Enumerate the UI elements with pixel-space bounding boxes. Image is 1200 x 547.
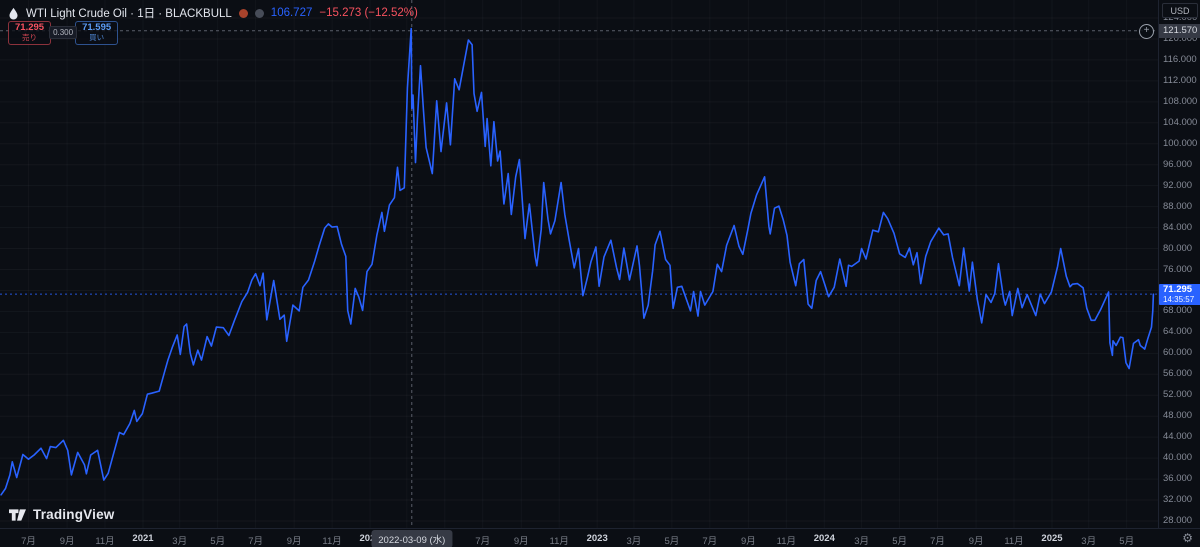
last-price-tag: 71.295 14:35:57 xyxy=(1159,284,1200,306)
price-tick-label: 80.000 xyxy=(1163,242,1193,254)
time-tick-label: 7月 xyxy=(248,536,263,547)
time-tick-label: 9月 xyxy=(286,536,302,547)
time-tick-label: 11月 xyxy=(549,536,569,547)
price-tick-label: 68.000 xyxy=(1163,305,1193,317)
time-tick-label: 2025 xyxy=(1041,533,1063,544)
time-tick-label: 11月 xyxy=(95,536,115,547)
time-tick-label: 7月 xyxy=(930,536,945,547)
time-tick-label: 9月 xyxy=(59,536,75,547)
time-tick-label: 9月 xyxy=(513,536,529,547)
time-tick-label: 2024 xyxy=(813,533,835,544)
time-tick-label: 2023 xyxy=(586,533,608,544)
price-tick-label: 88.000 xyxy=(1163,200,1193,212)
price-tick-label: 52.000 xyxy=(1163,389,1193,401)
countdown-timer: 14:35:57 xyxy=(1163,295,1195,305)
price-tick-label: 108.000 xyxy=(1163,95,1198,107)
price-tick-label: 92.000 xyxy=(1163,179,1193,191)
time-tick-label: 2021 xyxy=(132,533,154,544)
time-tick-label: 2022 xyxy=(359,533,381,544)
time-tick-label: 11月 xyxy=(776,536,796,547)
price-tick-label: 32.000 xyxy=(1163,494,1193,506)
buy-price: 71.595 xyxy=(82,22,112,33)
time-tick-label: 11月 xyxy=(322,536,342,547)
crosshair-date-label: 2022-03-09 (水) xyxy=(371,530,453,547)
crosshair-price-label: 121.570 xyxy=(1159,23,1200,38)
tradingview-logo-mark-icon xyxy=(9,508,26,521)
price-tick-label: 112.000 xyxy=(1163,74,1197,86)
tradingview-logo-text: TradingView xyxy=(33,507,115,522)
order-panel: 71.295 売り 0.300 71.595 買い xyxy=(8,21,119,45)
time-tick-label: 9月 xyxy=(968,536,984,547)
time-tick-label: 7月 xyxy=(21,536,36,547)
price-axis[interactable]: USD 124.000120.000116.000112.000108.0001… xyxy=(1158,0,1200,528)
time-tick-label: 5月 xyxy=(210,536,226,547)
price-series-canvas xyxy=(0,0,1158,528)
price-line-series xyxy=(0,27,1155,496)
delayed-data-badge[interactable] xyxy=(238,8,248,18)
price-tick-label: 40.000 xyxy=(1163,452,1193,464)
currency-button[interactable]: USD xyxy=(1162,3,1198,18)
time-axis[interactable]: 7月 9月 11月 2021 3月 5月 7月 9月 11月 2022 3月 5月 7月 9月 11月 202… xyxy=(0,528,1200,547)
sell-price: 71.295 xyxy=(15,22,45,33)
market-status-badge xyxy=(254,8,264,18)
last-price-value: 71.295 xyxy=(1163,284,1193,296)
oil-droplet-icon xyxy=(8,7,19,20)
sell-label: 売り xyxy=(22,32,38,42)
buy-button[interactable]: 71.595 買い xyxy=(75,21,119,45)
price-tick-label: 48.000 xyxy=(1163,410,1193,422)
time-tick-label: 9月 xyxy=(740,536,756,547)
gear-icon[interactable]: ⚙ xyxy=(1182,531,1193,545)
price-tick-label: 76.000 xyxy=(1163,263,1193,275)
time-tick-label: 7月 xyxy=(475,536,491,547)
price-tick-label: 84.000 xyxy=(1163,221,1193,233)
time-tick-label: 5月 xyxy=(664,536,680,547)
price-tick-label: 28.000 xyxy=(1163,515,1193,526)
price-tick-label: 96.000 xyxy=(1163,158,1193,170)
sell-button[interactable]: 71.295 売り xyxy=(8,21,52,45)
price-tick-label: 100.000 xyxy=(1163,137,1198,149)
time-tick-label: 3月 xyxy=(854,536,869,547)
price-tick-label: 64.000 xyxy=(1163,326,1193,338)
price-tick-label: 56.000 xyxy=(1163,368,1193,380)
add-alert-icon[interactable]: + xyxy=(1139,23,1154,39)
time-tick-label: 5月 xyxy=(892,536,907,547)
price-tick-label: 60.000 xyxy=(1163,347,1193,359)
time-tick-label: 3月 xyxy=(1081,536,1097,547)
tradingview-logo[interactable]: TradingView xyxy=(9,507,114,522)
spread-value: 0.300 xyxy=(49,26,78,40)
symbol-legend[interactable]: WTI Light Crude Oil · 1日 · BLACKBULL 106… xyxy=(8,5,418,21)
price-tick-label: 116.000 xyxy=(1163,53,1197,65)
time-tick-label: 11月 xyxy=(1004,536,1024,547)
price-tick-label: 120.000 xyxy=(1163,32,1198,44)
legend-change: −15.273 (−12.52%) xyxy=(319,7,418,19)
buy-label: 買い xyxy=(89,32,105,42)
legend-last-price: 106.727 xyxy=(270,7,313,19)
price-tick-label: 104.000 xyxy=(1163,116,1198,128)
price-tick-label: 44.000 xyxy=(1163,431,1193,443)
price-tick-label: 36.000 xyxy=(1163,473,1193,485)
symbol-title: WTI Light Crude Oil · 1日 · BLACKBULL xyxy=(26,8,232,20)
time-tick-label: 5月 xyxy=(1119,536,1135,547)
time-tick-label: 7月 xyxy=(702,536,718,547)
time-tick-label: 3月 xyxy=(172,536,188,547)
chart-pane[interactable]: WTI Light Crude Oil · 1日 · BLACKBULL 106… xyxy=(0,0,1158,528)
time-tick-label: 3月 xyxy=(626,536,642,547)
